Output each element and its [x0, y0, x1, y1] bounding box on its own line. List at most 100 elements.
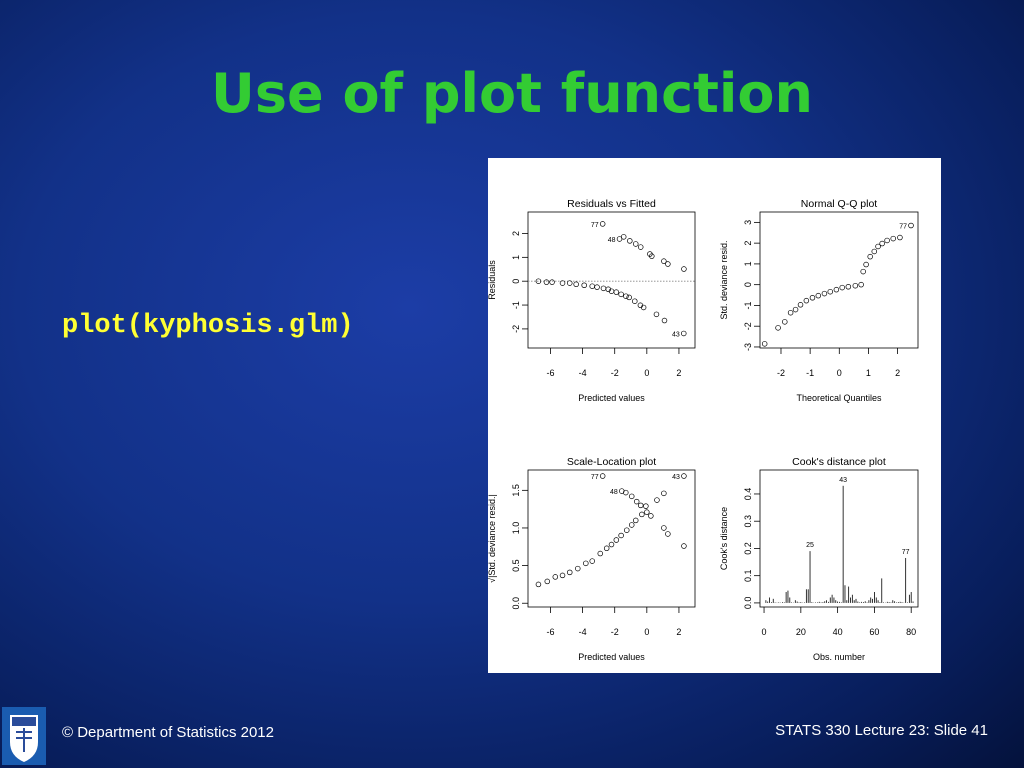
- point: [858, 281, 864, 288]
- footer-left: © Department of Statistics 2012: [62, 724, 274, 741]
- point-label: 77: [902, 549, 910, 556]
- y-tick-label: 2: [743, 241, 753, 246]
- point: [637, 244, 644, 250]
- point: [681, 330, 687, 337]
- point: [620, 234, 627, 240]
- point: [640, 304, 647, 311]
- y-tick-label: 1: [511, 255, 521, 260]
- x-tick-label: 60: [869, 627, 879, 637]
- point: [661, 317, 668, 324]
- plot-image: [488, 158, 941, 673]
- point: [544, 578, 551, 585]
- slide-title: Use of plot function: [211, 62, 813, 125]
- point: [644, 509, 650, 515]
- point-label: 43: [672, 331, 680, 338]
- point: [583, 560, 589, 567]
- point: [575, 565, 581, 572]
- y-tick-label: -3: [743, 343, 753, 351]
- y-tick-label: 2: [511, 231, 521, 236]
- point: [589, 558, 595, 564]
- point: [573, 281, 579, 288]
- point-label: 25: [806, 542, 814, 549]
- point: [605, 286, 612, 293]
- point: [637, 502, 644, 509]
- point: [661, 258, 667, 264]
- footer-right: STATS 330 Lecture 23: Slide 41: [775, 722, 988, 739]
- point-label: 48: [610, 489, 618, 496]
- x-tick-label: 0: [762, 627, 767, 637]
- point: [661, 490, 667, 497]
- point: [549, 279, 555, 285]
- plot-title: Scale-Location plot: [567, 456, 656, 468]
- x-tick-label: 2: [676, 368, 681, 378]
- plot-title: Cook's distance plot: [792, 456, 886, 468]
- x-axis-label: Predicted values: [578, 652, 645, 662]
- point: [616, 236, 623, 242]
- point: [597, 550, 604, 557]
- point: [627, 238, 633, 244]
- x-tick-label: 0: [644, 627, 649, 637]
- x-axis-label: Theoretical Quantiles: [796, 393, 882, 403]
- point: [681, 473, 687, 479]
- y-tick-label: 0.3: [743, 515, 753, 528]
- x-tick-label: 2: [895, 368, 900, 378]
- point: [809, 295, 816, 301]
- point: [761, 341, 768, 347]
- point: [665, 531, 671, 537]
- y-tick-label: 0.1: [743, 569, 753, 582]
- point-label: 77: [591, 474, 599, 481]
- y-tick-label: 3: [743, 220, 753, 225]
- code-text: plot(kyphosis.glm): [62, 311, 354, 341]
- point-label: 43: [839, 477, 847, 484]
- point: [632, 517, 639, 524]
- point: [775, 325, 781, 331]
- point: [643, 503, 649, 509]
- point: [897, 234, 903, 241]
- x-axis-label: Predicted values: [578, 393, 645, 403]
- point: [792, 306, 799, 313]
- point: [552, 574, 559, 580]
- point: [623, 489, 629, 496]
- x-tick-label: 0: [644, 368, 649, 378]
- point: [599, 473, 606, 479]
- point: [566, 569, 573, 576]
- point: [908, 222, 914, 229]
- point: [845, 283, 852, 290]
- point: [628, 522, 635, 528]
- y-tick-label: 1: [743, 261, 753, 266]
- point: [827, 288, 834, 295]
- y-axis-label: Std. deviance resid.: [719, 240, 729, 319]
- point: [632, 298, 638, 304]
- point: [879, 240, 885, 247]
- point: [867, 253, 873, 260]
- point: [665, 261, 671, 267]
- plot-title: Normal Q-Q plot: [801, 198, 878, 210]
- x-tick-label: -1: [806, 368, 814, 378]
- point: [633, 498, 640, 505]
- y-tick-label: 0: [511, 279, 521, 284]
- point: [863, 261, 869, 268]
- point: [535, 278, 542, 284]
- logo: [2, 707, 46, 765]
- x-axis-label: Obs. number: [813, 652, 865, 662]
- y-tick-label: 0.0: [743, 597, 753, 610]
- y-tick-label: 1.5: [511, 484, 521, 497]
- point: [871, 248, 878, 255]
- point: [566, 280, 573, 286]
- point: [797, 302, 804, 308]
- point: [787, 309, 794, 316]
- point: [618, 291, 624, 298]
- point: [681, 266, 687, 272]
- plot-frame: [527, 211, 696, 349]
- point: [543, 279, 550, 285]
- y-axis-label: Residuals: [487, 260, 497, 300]
- point: [649, 253, 655, 259]
- y-tick-label: -1: [743, 301, 753, 309]
- point: [860, 268, 866, 275]
- point: [875, 243, 881, 250]
- point: [815, 292, 822, 299]
- y-tick-label: 1.0: [511, 522, 521, 535]
- y-tick-label: -2: [743, 322, 753, 330]
- point: [890, 235, 896, 242]
- x-tick-label: 20: [796, 627, 806, 637]
